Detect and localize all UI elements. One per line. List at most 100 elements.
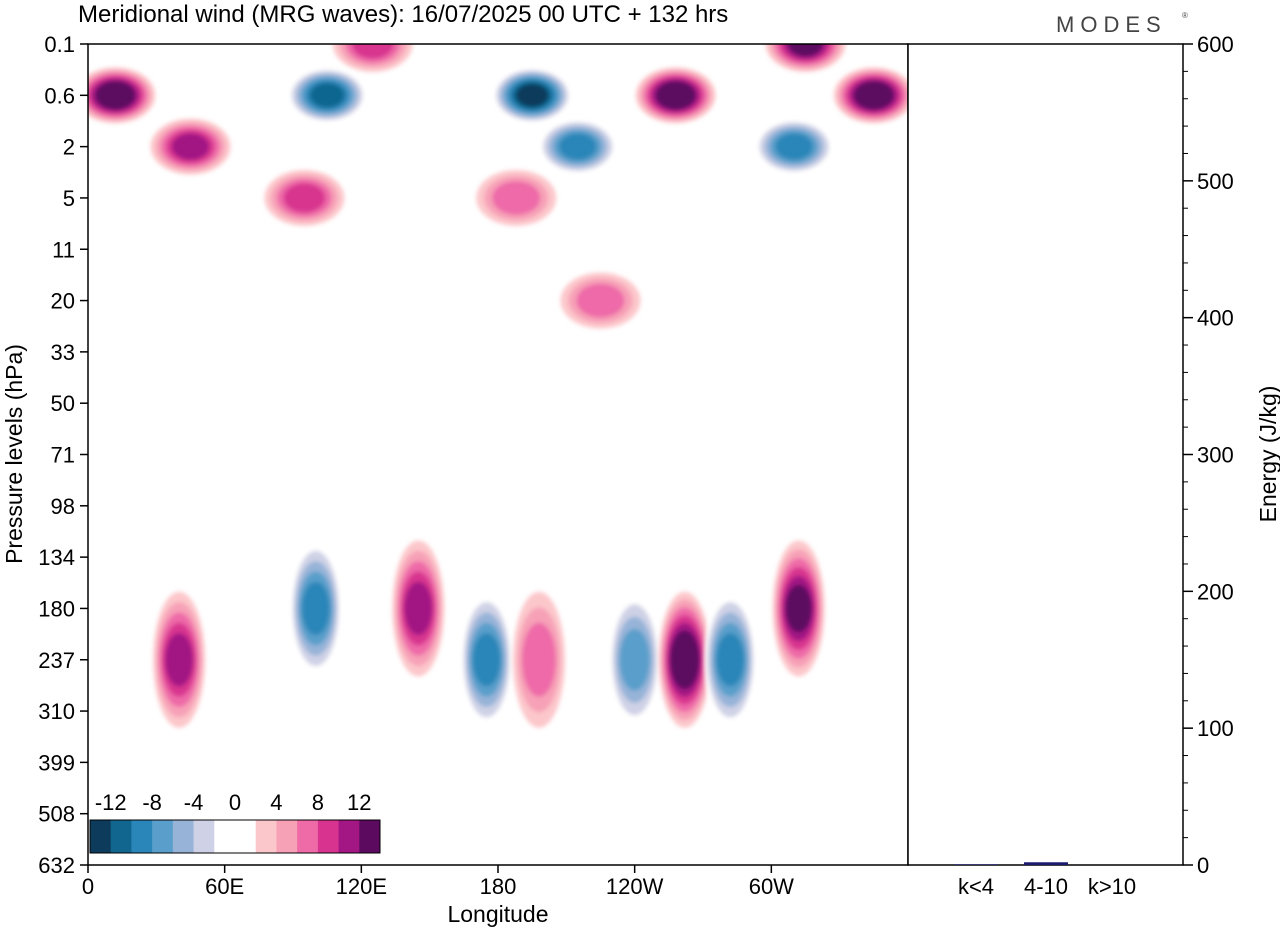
colorbar-swatch [235,820,257,853]
negative-anomaly [287,67,368,124]
positive-anomaly [833,67,908,124]
contour-band [99,83,132,107]
contour-band [785,584,812,633]
positive-anomaly [264,169,345,226]
energy-tick-label: 300 [1197,443,1234,468]
colorbar-label: 4 [270,790,282,815]
colorbar: -12 -8 -4 0 4 8 12 [89,790,381,854]
y-tick-label: 180 [38,596,75,621]
y-tick-label: 20 [51,289,75,314]
colorbar-swatch [152,820,174,853]
contour-band [857,83,890,107]
chart-title: Meridional wind (MRG waves): 16/07/2025 … [78,1,728,28]
y-tick-label: 237 [38,648,75,673]
y-tick-label: 0.6 [44,83,75,108]
negative-anomaly [492,67,573,124]
negative-anomaly [754,118,835,175]
energy-tick-label: 200 [1197,579,1234,604]
colorbar-swatch [90,820,112,853]
contour-band [310,83,345,108]
x-tick-label: 120E [336,874,387,899]
energy-axis-label: Energy (J/kg) [1255,386,1280,523]
energy-panel-frame [907,43,1184,866]
contour-band [576,283,625,318]
contour-band [351,44,394,59]
colorbar-swatch [255,820,277,853]
positive-anomaly [153,591,206,728]
x-axis-label: Longitude [447,901,548,927]
colorbar-label: -8 [142,790,162,815]
y-tick-label: 508 [38,802,75,827]
contour-band [659,83,692,107]
y-tick-label: 2 [63,135,75,160]
y-axis: 0.1 0.6 2 5 11 20 33 50 71 98 134 180 237 310 399 508 63… [38,32,88,878]
contour-band [283,183,326,213]
positive-anomaly [392,540,445,677]
negative-anomaly [289,540,342,677]
negative-anomaly [537,118,618,175]
colorbar-label: 8 [312,790,324,815]
colorbar-swatch [317,820,339,853]
positive-anomaly [513,591,565,728]
colorbar-label: 12 [347,790,371,815]
colorbar-swatch [110,820,132,853]
y-tick-label: 0.1 [44,32,75,57]
x-tick-label: 60W [749,874,794,899]
y-tick-label: 134 [38,545,75,570]
colorbar-swatch [359,820,381,853]
positive-anomaly [635,67,716,124]
energy-tick-label: 100 [1197,716,1234,741]
contour-band [522,622,556,697]
contour-band [672,638,698,682]
colorbar-swatch [131,820,153,853]
positive-anomaly [332,44,413,72]
contour-band [404,581,433,636]
contour-band [619,628,650,691]
energy-tick-label: 400 [1197,306,1234,331]
colorbar-label: -4 [184,790,204,815]
y-tick-label: 399 [38,750,75,775]
contour-band [472,633,501,687]
brand-text: MODES [1056,12,1167,37]
y-tick-label: 71 [51,443,75,468]
y-tick-label: 310 [38,699,75,724]
x-tick-label: 60E [205,874,244,899]
y-tick-label: 33 [51,340,75,365]
brand-mark: ® [1182,11,1188,20]
contour-band [165,633,194,687]
positive-anomaly [658,591,711,728]
colorbar-frame [89,819,381,854]
y-tick-label: 98 [51,494,75,519]
energy-category-label: k>10 [1088,874,1136,899]
colorbar-swatch [338,820,360,853]
brand-logo: MODES ® [1056,11,1188,37]
x-tick-label: 0 [82,874,94,899]
positive-anomaly [560,272,641,329]
contour-band [775,133,813,160]
colorbar-swatch [193,820,215,853]
x-axis: 0 60E 120E 180 120W 60W [82,865,794,899]
contour-band [301,581,330,636]
negative-anomaly [704,591,757,728]
colorbar-swatch [276,820,298,853]
energy-axis: k<4 4-10 k>10 0 100 200 300 400 500 600 [958,32,1234,899]
positive-anomaly [476,169,557,226]
contour-band [559,133,597,160]
positive-anomaly [772,540,825,677]
energy-category-label: 4-10 [1024,874,1068,899]
y-tick-label: 50 [51,391,75,416]
positive-anomaly [150,118,231,175]
x-tick-label: 120W [606,874,664,899]
colorbar-swatch [297,820,319,853]
energy-tick-label: 500 [1197,169,1234,194]
y-axis-label: Pressure levels (hPa) [1,344,27,564]
wind-field [88,44,908,728]
y-tick-label: 11 [52,237,75,262]
contour-band [492,180,541,215]
colorbar-label: 0 [229,790,241,815]
y-tick-label: 5 [63,186,75,211]
colorbar-swatch [214,820,236,853]
negative-anomaly [460,591,513,728]
energy-bar [954,864,998,865]
